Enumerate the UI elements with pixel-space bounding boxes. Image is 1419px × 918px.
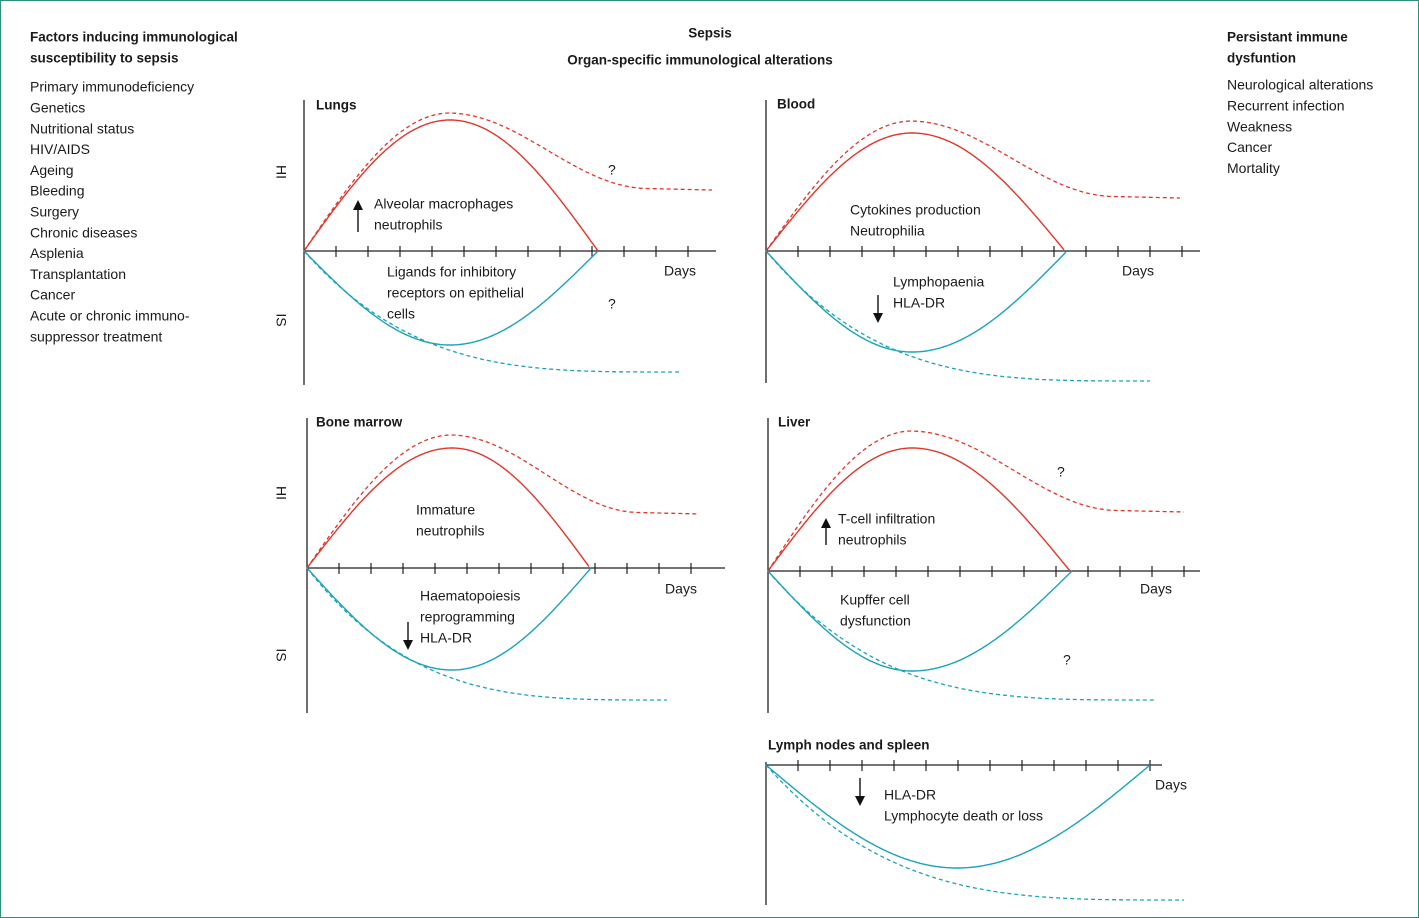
is-projection [765,764,1184,901]
left-title: Factors inducing immunological [30,30,238,45]
annotation: Haematopoiesis [420,588,520,604]
annotation: Kupffer cell [840,592,910,608]
hi-curve [306,447,590,569]
left-item: Surgery [30,204,79,220]
annotation: Immature [416,502,475,518]
panel-title: Bone marrow [316,415,403,430]
left-item: Transplantation [30,266,126,282]
annotation: ? [1057,464,1065,480]
axis-label: IS [273,313,289,326]
is-curve [303,250,599,346]
annotation: Lymphopaenia [893,274,985,290]
panel-title: Lymph nodes and spleen [768,738,930,753]
hi-projection [303,112,712,252]
annotation: reprogramming [420,609,515,625]
left-item: Acute or chronic immuno- [30,308,190,324]
axis-label: IS [273,648,289,661]
hi-curve [767,447,1071,572]
annotation: neutrophils [416,523,485,539]
arrow-head [855,796,865,806]
annotation: Lymphocyte death or loss [884,808,1043,824]
left-item: Genetics [30,100,85,116]
annotation: Cytokines production [850,202,981,218]
arrow-head [403,640,413,650]
left-item: Nutritional status [30,120,134,136]
annotation: dysfunction [840,613,911,629]
right-item: Recurrent infection [1227,98,1345,114]
annotation: neutrophils [838,532,907,548]
left-item: HIV/AIDS [30,141,90,157]
left-item: Primary immunodeficiency [30,79,194,95]
x-label: Days [664,263,696,279]
axis-label: HI [273,165,289,179]
annotation: Neutrophilia [850,223,925,239]
left-item: suppressor treatment [30,328,162,344]
arrow-head [821,518,831,528]
panel-title: Lungs [316,98,357,113]
hi-curve [303,119,599,252]
is-projection [765,250,1150,382]
right-title: Persistant immune [1227,30,1348,45]
is-projection [306,567,667,701]
right-title: dysfuntion [1227,51,1296,66]
x-label: Days [1140,581,1172,597]
right-item: Neurological alterations [1227,77,1373,93]
panel-title: Blood [777,97,815,112]
left-title: susceptibility to sepsis [30,51,179,66]
left-item: Chronic diseases [30,224,137,240]
annotation: Alveolar macrophages [374,196,513,212]
annotation: T-cell infiltration [838,511,935,527]
annotation: receptors on epithelial [387,285,524,301]
center-title: Sepsis [688,26,732,41]
hi-projection [306,434,700,569]
annotation: ? [608,162,616,178]
arrow-head [353,200,363,210]
right-item: Weakness [1227,118,1292,134]
arrow-head [873,313,883,323]
is-curve [306,567,592,671]
annotation: ? [608,296,616,312]
left-item: Cancer [30,287,75,303]
hi-curve [765,132,1065,252]
x-label: Days [1122,263,1154,279]
annotation: neutrophils [374,217,443,233]
annotation: Ligands for inhibitory [387,264,516,280]
annotation: HLA-DR [420,630,472,646]
is-curve [767,570,1073,672]
annotation: ? [1063,652,1071,668]
axis-label: HI [273,486,289,500]
annotation: HLA-DR [893,295,945,311]
annotation: cells [387,306,415,322]
x-label: Days [1155,777,1187,793]
is-projection [303,250,680,373]
is-curve [765,764,1151,869]
annotation: HLA-DR [884,787,936,803]
panel-title: Liver [778,415,811,430]
right-item: Cancer [1227,139,1272,155]
x-label: Days [665,581,697,597]
hi-projection [767,430,1185,572]
right-item: Mortality [1227,160,1280,176]
center-subtitle: Organ-specific immunological alterations [567,53,833,68]
left-item: Bleeding [30,183,85,199]
left-item: Asplenia [30,245,84,261]
is-curve [765,250,1067,353]
left-item: Ageing [30,162,74,178]
is-projection [767,570,1154,701]
hi-projection [765,120,1180,252]
